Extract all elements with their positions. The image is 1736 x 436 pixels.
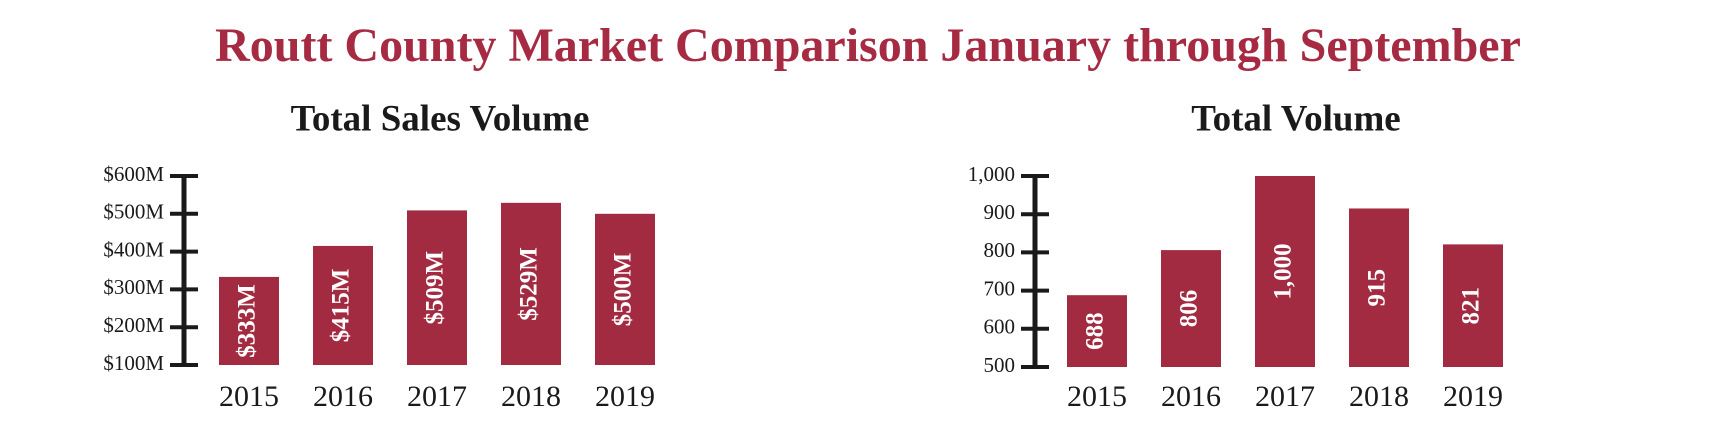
bar xyxy=(407,210,467,365)
y-tick-label: $300M xyxy=(103,275,164,299)
value-label: $333M xyxy=(234,284,261,358)
x-tick-label: 2015 xyxy=(1067,380,1127,413)
x-tick-label: 2018 xyxy=(501,380,561,413)
chart-title: Total Volume xyxy=(1191,98,1400,139)
value-label: $509M xyxy=(422,251,449,325)
y-tick-label: 1,000 xyxy=(968,162,1015,186)
y-tick-label: $200M xyxy=(103,313,164,337)
bar xyxy=(219,276,279,365)
bar xyxy=(501,202,561,365)
y-tick-label: $600M xyxy=(103,162,164,186)
x-tick-label: 2019 xyxy=(595,380,655,413)
bar xyxy=(1255,176,1315,367)
x-tick-label: 2015 xyxy=(219,380,279,413)
bar xyxy=(595,213,655,365)
value-label: 806 xyxy=(1176,290,1203,328)
bar xyxy=(313,245,373,365)
chart-title: Total Sales Volume xyxy=(291,98,590,139)
y-tick-label: $400M xyxy=(103,237,164,261)
value-label: 821 xyxy=(1458,287,1485,325)
bar xyxy=(1443,244,1503,367)
y-tick-label: 700 xyxy=(984,276,1016,300)
bar xyxy=(1161,250,1221,367)
y-tick-label: $500M xyxy=(103,200,164,224)
value-label: $529M xyxy=(516,247,543,321)
page-title: Routt County Market Comparison January t… xyxy=(215,19,1521,72)
y-tick-label: 600 xyxy=(984,315,1016,339)
value-label: 915 xyxy=(1364,269,1391,307)
x-tick-label: 2019 xyxy=(1443,380,1503,413)
x-tick-label: 2017 xyxy=(407,380,467,413)
x-tick-label: 2016 xyxy=(313,380,373,413)
x-tick-label: 2016 xyxy=(1161,380,1221,413)
value-label: 1,000 xyxy=(1270,243,1297,299)
y-tick-label: 900 xyxy=(984,200,1016,224)
x-tick-label: 2018 xyxy=(1349,380,1409,413)
y-tick-label: $100M xyxy=(103,351,164,375)
bar xyxy=(1349,208,1409,367)
value-label: 688 xyxy=(1082,312,1109,350)
x-tick-label: 2017 xyxy=(1255,380,1315,413)
value-label: $415M xyxy=(328,269,355,343)
value-label: $500M xyxy=(610,253,637,327)
y-tick-label: 500 xyxy=(984,353,1016,377)
y-tick-label: 800 xyxy=(984,238,1016,262)
bar xyxy=(1067,295,1127,367)
